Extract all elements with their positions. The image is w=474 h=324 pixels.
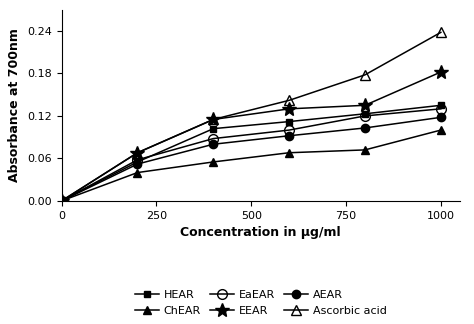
Ascorbic acid [362, 73, 368, 77]
EaEAR [135, 158, 140, 162]
ChEAR [438, 128, 444, 132]
HEAR [59, 199, 64, 203]
Ascorbic acid [286, 98, 292, 102]
HEAR [286, 120, 292, 123]
Line: EEAR: EEAR [55, 65, 448, 208]
Line: AEAR: AEAR [57, 113, 445, 205]
EaEAR [286, 128, 292, 132]
EEAR [59, 199, 64, 203]
Line: EaEAR: EaEAR [57, 104, 446, 206]
ChEAR [286, 151, 292, 155]
HEAR [438, 103, 444, 107]
Line: Ascorbic acid: Ascorbic acid [57, 28, 446, 206]
EEAR [286, 107, 292, 111]
AEAR [438, 115, 444, 119]
EEAR [362, 103, 368, 107]
Y-axis label: Absorbance at 700nm: Absorbance at 700nm [9, 29, 21, 182]
ChEAR [59, 199, 64, 203]
HEAR [362, 112, 368, 116]
EEAR [210, 118, 216, 122]
EaEAR [210, 137, 216, 141]
AEAR [135, 162, 140, 166]
EaEAR [59, 199, 64, 203]
EaEAR [438, 107, 444, 111]
EEAR [135, 151, 140, 155]
AEAR [362, 126, 368, 130]
HEAR [210, 127, 216, 131]
X-axis label: Concentration in μg/ml: Concentration in μg/ml [181, 226, 341, 239]
Ascorbic acid [135, 151, 140, 155]
Ascorbic acid [438, 30, 444, 34]
EEAR [438, 70, 444, 74]
ChEAR [362, 148, 368, 152]
AEAR [59, 199, 64, 203]
HEAR [135, 160, 140, 164]
Line: ChEAR: ChEAR [57, 126, 445, 205]
Line: HEAR: HEAR [58, 102, 444, 204]
Ascorbic acid [59, 199, 64, 203]
Legend: HEAR, ChEAR, EaEAR, EEAR, AEAR, Ascorbic acid: HEAR, ChEAR, EaEAR, EEAR, AEAR, Ascorbic… [131, 287, 390, 319]
ChEAR [135, 171, 140, 175]
Ascorbic acid [210, 118, 216, 122]
AEAR [210, 142, 216, 146]
ChEAR [210, 160, 216, 164]
EaEAR [362, 114, 368, 118]
AEAR [286, 134, 292, 138]
